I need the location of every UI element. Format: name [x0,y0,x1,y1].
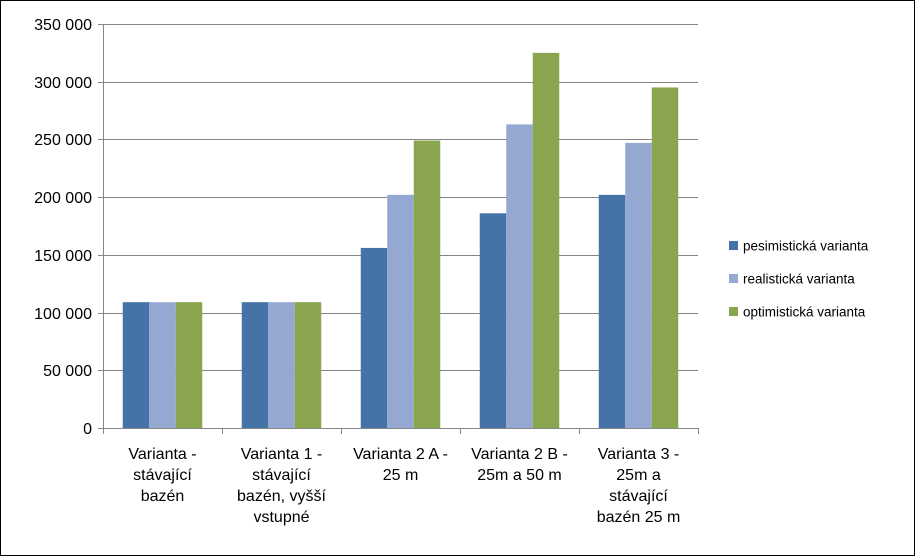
x-category-label: stávající [133,467,192,484]
y-tick-label: 50 000 [43,363,92,380]
y-tick-label: 0 [83,421,92,438]
legend-swatch [729,307,738,316]
x-category-label: Varianta - [128,446,196,463]
x-category-label: vstupné [253,509,309,526]
bar [625,142,652,429]
y-tick-label: 300 000 [34,75,92,92]
bar [479,213,507,428]
x-category-label: Varianta 2 B - [471,446,568,463]
x-category-label: Varianta 2 A - [353,446,448,463]
bars [122,52,679,429]
legend: pesimistická varianta realistická variant… [729,239,869,320]
x-category-label: bazén, vyšší [237,488,326,505]
legend-swatch [729,241,738,250]
bar [241,302,269,428]
bar [651,87,679,428]
x-category-label: Varianta 1 - [241,446,323,463]
bar [532,52,560,428]
legend-label: optimistická varianta [743,305,866,320]
bar [598,194,626,428]
y-tick-label: 100 000 [34,306,92,323]
x-category-label: Varianta 3 - [598,446,680,463]
y-tick-label: 350 000 [34,17,92,34]
axes [103,24,699,434]
y-tick-label: 200 000 [34,190,92,207]
legend-label: realistická varianta [743,272,855,287]
x-category-label: 25m a 50 m [477,467,561,484]
x-category-label: stávající [609,488,668,505]
bar [413,140,441,428]
bar [387,194,414,428]
y-axis-labels: 0 50 000 100 000 150 000 200 000 250 000 300 0… [34,17,92,438]
x-axis-labels: Varianta - stávající bazén Varianta 1 - stáv… [128,446,680,526]
bar [175,302,203,428]
bar [122,302,150,428]
x-category-label: 25 m [383,467,419,484]
y-tick-label: 150 000 [34,248,92,265]
bar [360,247,388,428]
x-category-label: stávající [252,467,311,484]
x-category-label: bazén [141,488,185,505]
legend-label: pesimistická varianta [743,239,869,254]
bar [506,124,533,429]
y-tick-label: 250 000 [34,132,92,149]
x-category-label: 25m a [616,467,661,484]
legend-swatch [729,274,738,283]
bar [268,302,295,428]
x-category-label: bazén 25 m [597,509,681,526]
bar [294,302,322,428]
bar [149,302,176,428]
